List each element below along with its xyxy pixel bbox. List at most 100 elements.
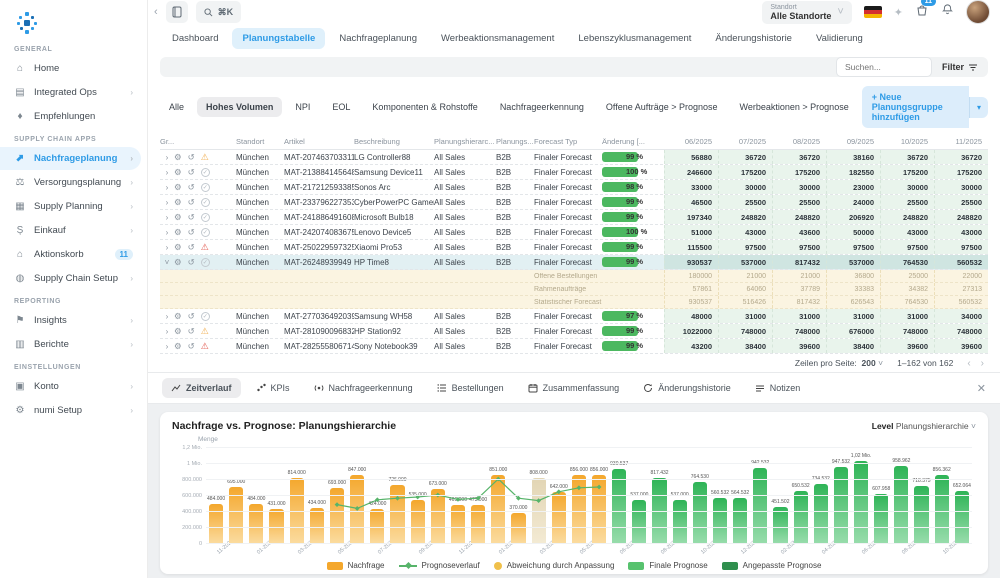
month-value-cell[interactable]: 175200 (718, 165, 772, 179)
german-flag-icon[interactable] (863, 6, 882, 18)
expand-caret-icon[interactable]: › (165, 311, 169, 321)
chart-bar-slot[interactable]: 856.362 10-2026 (932, 447, 961, 556)
table-row[interactable]: › ⚙ ↺ ✓ München MAT-241886491608 Microsoft Bul… (160, 210, 988, 225)
month-value-cell[interactable]: 31000 (718, 309, 772, 323)
tab-werbeaktionsmanagement[interactable]: Werbeaktionsmanagement (441, 33, 555, 44)
table-header-cell[interactable]: 11/2025 (955, 137, 982, 146)
month-value-cell[interactable]: 197340 (664, 210, 718, 224)
table-row[interactable]: › ⚙ ↺ ⚠ München MAT-282555806714 Sony Notebook… (160, 339, 988, 354)
expand-caret-icon[interactable]: › (165, 152, 169, 162)
month-value-cell[interactable]: 31000 (880, 309, 934, 323)
sidebar-item-numi-setup[interactable]: ⚙ numi Setup › (0, 399, 141, 422)
month-value-cell[interactable]: 248820 (718, 210, 772, 224)
chevron-down-icon[interactable]: ▾ (968, 96, 988, 118)
month-value-cell[interactable]: 50000 (826, 225, 880, 239)
month-value-cell[interactable]: 31000 (772, 309, 826, 323)
chart-bar-slot[interactable]: 817.432 08-2025 (649, 447, 678, 556)
tab-nachfrageplanung[interactable]: Nachfrageplanung (339, 33, 417, 44)
table-header-cell[interactable]: 08/2025 (792, 137, 820, 146)
chip-npi[interactable]: NPI (295, 102, 311, 112)
month-value-cell[interactable]: 748000 (880, 324, 934, 338)
month-value-cell[interactable]: 36720 (880, 150, 934, 164)
detail-tab-zeitverlauf[interactable]: Zeitverlauf (162, 378, 241, 398)
history-icon[interactable]: ↺ (187, 226, 195, 237)
month-value-cell[interactable]: 24000 (826, 195, 880, 209)
chip-eol[interactable]: EOL (332, 102, 351, 112)
month-value-cell[interactable]: 39600 (934, 339, 988, 353)
month-value-cell[interactable]: 39600 (772, 339, 826, 353)
chart-bar-slot[interactable]: 947.532 (831, 447, 851, 543)
expand-caret-icon[interactable]: › (165, 242, 169, 252)
month-value-cell[interactable]: 36720 (718, 150, 772, 164)
month-value-cell[interactable]: 97500 (718, 240, 772, 254)
month-value-cell[interactable]: 97500 (826, 240, 880, 254)
history-icon[interactable]: ↺ (187, 310, 195, 321)
month-value-cell[interactable]: 30000 (772, 180, 826, 194)
table-row[interactable]: › ⚙ ↺ ✓ München MAT-217212593385 Sonos Arc All … (160, 180, 988, 195)
gear-icon[interactable]: ⚙ (174, 181, 182, 192)
tab-validierung[interactable]: Validierung (815, 33, 863, 44)
table-header-cell[interactable]: 06/2025 (684, 137, 712, 146)
gear-icon[interactable]: ⚙ (174, 325, 182, 336)
tab-planungstabelle[interactable]: Planungstabelle (232, 28, 326, 49)
history-icon[interactable]: ↺ (187, 196, 195, 207)
month-value-cell[interactable]: 34000 (934, 309, 988, 323)
table-row[interactable]: › ⚙ ↺ ✓ München MAT-233796227353 CyberPowerPC … (160, 195, 988, 210)
chart-bar-slot[interactable]: 695.000 (226, 447, 246, 543)
sidebar-item-berichte[interactable]: ▥ Berichte › (0, 333, 141, 356)
gear-icon[interactable]: ⚙ (174, 256, 182, 267)
cart-button[interactable]: 11 (915, 0, 936, 22)
search-input[interactable] (835, 57, 932, 77)
table-row[interactable]: ˅ ⚙ ↺ ✓ München MAT-26248939949 HP Time8 All Sa… (160, 255, 988, 270)
table-header-cell[interactable]: Gr... (160, 137, 174, 146)
settings-sparkle-icon[interactable]: ✦ (893, 6, 903, 19)
sidebar-item-supply-planning[interactable]: ▦ Supply Planning › (0, 195, 141, 218)
month-value-cell[interactable]: 30000 (934, 180, 988, 194)
history-icon[interactable]: ↺ (187, 325, 195, 336)
gear-icon[interactable]: ⚙ (174, 196, 182, 207)
detail-tab-änderungshistorie[interactable]: Änderungshistorie (634, 378, 740, 398)
history-icon[interactable]: ↺ (187, 166, 195, 177)
history-icon[interactable]: ↺ (187, 241, 195, 252)
month-value-cell[interactable]: 248820 (772, 210, 826, 224)
month-value-cell[interactable]: 25500 (934, 195, 988, 209)
history-icon[interactable]: ↺ (187, 340, 195, 351)
month-value-cell[interactable]: 25500 (880, 195, 934, 209)
chart-bar-slot[interactable]: 718.375 (911, 447, 931, 543)
detail-tab-zusammenfassung[interactable]: Zusammenfassung (519, 378, 629, 398)
month-value-cell[interactable]: 206920 (826, 210, 880, 224)
detail-tab-kpis[interactable]: KPIs (247, 378, 299, 398)
detail-tab-bestellungen[interactable]: Bestellungen (428, 378, 513, 398)
chip-werbeaktionen->-prognose[interactable]: Werbeaktionen > Prognose (739, 102, 849, 112)
table-header-cell[interactable]: 07/2025 (738, 137, 766, 146)
month-value-cell[interactable]: 817432 (772, 255, 826, 269)
sidebar-item-konto[interactable]: ▣ Konto › (0, 375, 141, 398)
sidebar-item-versorgungsplanung[interactable]: ⚖ Versorgungsplanung › (0, 171, 141, 194)
gear-icon[interactable]: ⚙ (174, 310, 182, 321)
journal-button[interactable] (165, 1, 188, 23)
month-value-cell[interactable]: 43000 (934, 225, 988, 239)
notifications-button[interactable] (941, 3, 954, 21)
chart-bar-slot[interactable]: 560.532 (710, 447, 730, 543)
tab-lebenszyklusmanagement[interactable]: Lebenszyklusmanagement (578, 33, 692, 44)
gear-icon[interactable]: ⚙ (174, 241, 182, 252)
detail-tab-nachfrageerkennung[interactable]: Nachfrageerkennung (305, 378, 422, 398)
table-row[interactable]: › ⚙ ↺ ✓ München MAT-277036492039 Samsung WH58 A… (160, 309, 988, 324)
chart-bar-slot[interactable]: 484.000 11-2023 (206, 447, 235, 555)
filter-button[interactable]: Filter (942, 62, 978, 72)
sidebar-item-empfehlungen[interactable]: ♦ Empfehlungen (0, 105, 141, 128)
month-value-cell[interactable]: 36720 (934, 150, 988, 164)
month-value-cell[interactable]: 175200 (880, 165, 934, 179)
tab-dashboard[interactable]: Dashboard (172, 33, 219, 44)
sidebar-item-aktionskorb[interactable]: ⌂ Aktionskorb 11 (0, 243, 141, 266)
month-value-cell[interactable]: 748000 (772, 324, 826, 338)
expand-caret-icon[interactable]: › (165, 326, 169, 336)
month-value-cell[interactable]: 246600 (664, 165, 718, 179)
global-search-button[interactable]: ⌘K (195, 1, 242, 23)
month-value-cell[interactable]: 930537 (664, 255, 718, 269)
table-row[interactable]: › ⚙ ↺ ⚠ München MAT-281090096832 HP Station92 A… (160, 324, 988, 339)
month-value-cell[interactable]: 38400 (718, 339, 772, 353)
month-value-cell[interactable]: 676000 (826, 324, 880, 338)
month-value-cell[interactable]: 30000 (718, 180, 772, 194)
gear-icon[interactable]: ⚙ (174, 226, 182, 237)
